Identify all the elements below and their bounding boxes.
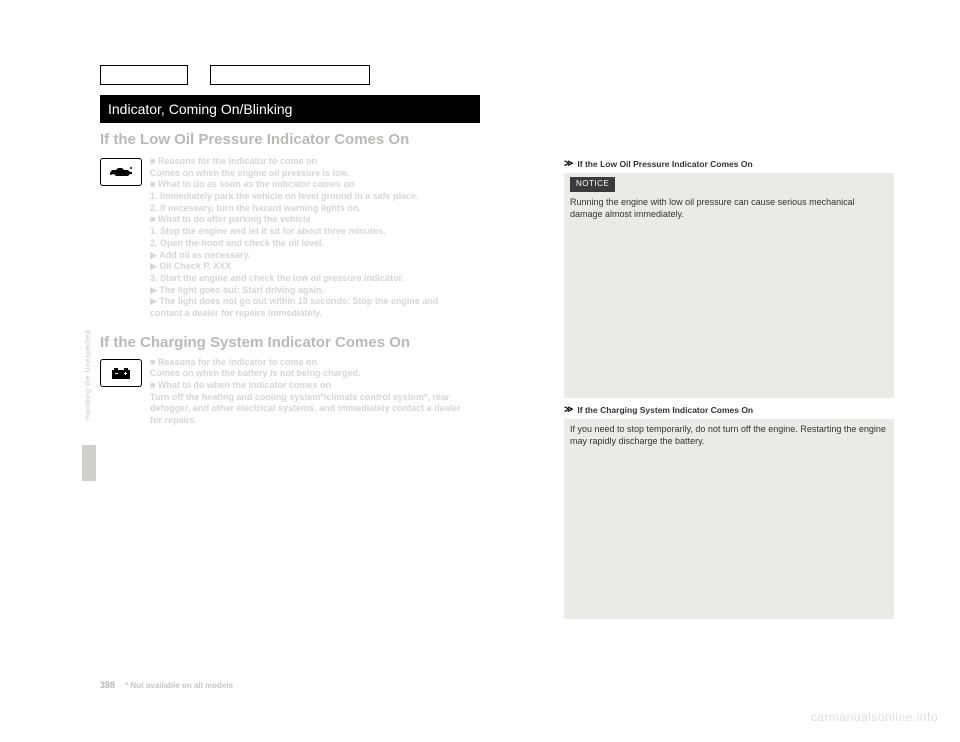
s1-line: 3. Start the engine and check the low oi… (150, 273, 438, 285)
page: Handling the Unexpected Indicator, Comin… (0, 0, 960, 742)
section2-heading: If the Charging System Indicator Comes O… (100, 334, 550, 351)
page-number: 388 (100, 680, 115, 690)
s2-line: defogger, and other electrical systems, … (150, 403, 461, 415)
callout2-header: ≫ If the Charging System Indicator Comes… (564, 404, 894, 415)
s2-line: ■ What to do when the indicator comes on (150, 380, 461, 392)
section2-body: ■ Reasons for the indicator to come on C… (150, 357, 461, 427)
s2-line: for repairs. (150, 415, 461, 427)
oil-indicator-block: ■ Reasons for the indicator to come on C… (100, 156, 550, 320)
oil-pressure-icon (100, 158, 142, 186)
charging-indicator-block: ■ Reasons for the indicator to come on C… (100, 357, 550, 427)
page-title-bar: Indicator, Coming On/Blinking (100, 95, 480, 123)
top-placeholder-row (100, 65, 900, 85)
columns: ■ Reasons for the indicator to come on C… (100, 154, 900, 619)
s1-line: ▶ Oil Check P. XXX (150, 261, 438, 273)
section1-heading: If the Low Oil Pressure Indicator Comes … (100, 131, 900, 148)
callout1-header: ≫ If the Low Oil Pressure Indicator Come… (564, 158, 894, 169)
content: Indicator, Coming On/Blinking If the Low… (100, 65, 900, 619)
side-tab (82, 445, 96, 481)
watermark: carmanualsonline.info (811, 710, 938, 724)
callout-oil: ≫ If the Low Oil Pressure Indicator Come… (564, 158, 894, 398)
s1-line: ▶ Add oil as necessary. (150, 250, 438, 262)
s2-line: Comes on when the battery is not being c… (150, 368, 461, 380)
s1-line: contact a dealer for repairs immediately… (150, 308, 438, 320)
callout2-body-wrap: If you need to stop temporarily, do not … (564, 419, 894, 619)
s1-line: 2. Open the hood and check the oil level… (150, 238, 438, 250)
notice-badge: NOTICE (570, 177, 615, 192)
s2-line: Turn off the heating and cooling system*… (150, 392, 461, 404)
battery-icon (100, 359, 142, 387)
s1-line: 1. Stop the engine and let it sit for ab… (150, 226, 438, 238)
s1-line: ▶ The light does not go out within 10 se… (150, 296, 438, 308)
callout2-header-text: If the Charging System Indicator Comes O… (577, 405, 753, 415)
right-column: ≫ If the Low Oil Pressure Indicator Come… (564, 158, 894, 619)
callout1-body: Running the engine with low oil pressure… (570, 196, 888, 220)
callout1-body-wrap: NOTICE Running the engine with low oil p… (564, 173, 894, 398)
placeholder-box-1 (100, 65, 188, 85)
footnote: * Not available on all models (125, 681, 233, 690)
section1-body: ■ Reasons for the indicator to come on C… (150, 156, 438, 320)
side-section-label: Handling the Unexpected (85, 330, 97, 420)
callout2-body: If you need to stop temporarily, do not … (570, 423, 888, 447)
s1-line: ■ Reasons for the indicator to come on (150, 156, 438, 168)
arrow-icon: ≫ (564, 404, 573, 415)
s1-line: ▶ The light goes out: Start driving agai… (150, 285, 438, 297)
arrow-icon: ≫ (564, 158, 573, 169)
left-column: ■ Reasons for the indicator to come on C… (100, 154, 550, 619)
placeholder-box-2 (210, 65, 370, 85)
s1-line: Comes on when the engine oil pressure is… (150, 168, 438, 180)
s2-line: ■ Reasons for the indicator to come on (150, 357, 461, 369)
s1-line: 1. Immediately park the vehicle on level… (150, 191, 438, 203)
s1-line: ■ What to do after parking the vehicle (150, 214, 438, 226)
s1-line: 2. If necessary, turn the hazard warning… (150, 203, 438, 215)
callout1-header-text: If the Low Oil Pressure Indicator Comes … (577, 159, 752, 169)
s1-line: ■ What to do as soon as the indicator co… (150, 179, 438, 191)
